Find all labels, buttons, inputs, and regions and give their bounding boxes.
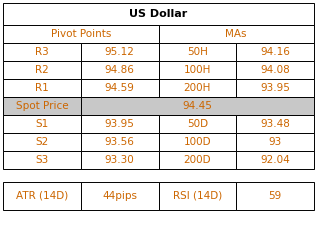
Text: 44pips: 44pips — [102, 191, 137, 201]
Bar — [81, 61, 158, 79]
Bar — [236, 133, 314, 151]
Bar — [81, 97, 314, 115]
Text: 94.08: 94.08 — [260, 65, 290, 75]
Text: 93.95: 93.95 — [105, 119, 134, 129]
Text: 94.45: 94.45 — [183, 101, 212, 111]
Text: 92.04: 92.04 — [260, 155, 290, 165]
Text: 94.16: 94.16 — [260, 47, 290, 57]
Text: 100H: 100H — [184, 65, 211, 75]
Bar — [236, 151, 314, 169]
Bar — [3, 25, 158, 43]
Text: US Dollar: US Dollar — [129, 9, 188, 19]
Bar — [158, 115, 236, 133]
Text: 94.59: 94.59 — [105, 83, 134, 93]
Bar — [158, 25, 314, 43]
Text: 95.12: 95.12 — [105, 47, 134, 57]
Text: 93.95: 93.95 — [260, 83, 290, 93]
Bar — [81, 43, 158, 61]
Text: 50D: 50D — [187, 119, 208, 129]
Text: 93.30: 93.30 — [105, 155, 134, 165]
Text: MAs: MAs — [225, 29, 247, 39]
Text: S2: S2 — [35, 137, 49, 147]
Bar — [158, 182, 236, 210]
Bar — [236, 61, 314, 79]
Text: ATR (14D): ATR (14D) — [16, 191, 68, 201]
Bar — [3, 133, 81, 151]
Bar — [3, 151, 81, 169]
Bar — [236, 79, 314, 97]
Bar — [81, 79, 158, 97]
Bar — [3, 182, 81, 210]
Bar — [236, 182, 314, 210]
Text: 93: 93 — [268, 137, 282, 147]
Text: 50H: 50H — [187, 47, 208, 57]
Text: 93.48: 93.48 — [260, 119, 290, 129]
Bar — [3, 43, 81, 61]
Bar — [236, 115, 314, 133]
Text: Pivot Points: Pivot Points — [51, 29, 111, 39]
Bar — [81, 133, 158, 151]
Bar — [81, 182, 158, 210]
Text: Spot Price: Spot Price — [16, 101, 68, 111]
Bar — [3, 97, 81, 115]
Bar — [236, 43, 314, 61]
Text: R2: R2 — [35, 65, 49, 75]
Text: 200H: 200H — [184, 83, 211, 93]
Text: R3: R3 — [35, 47, 49, 57]
Text: 100D: 100D — [184, 137, 211, 147]
Bar — [158, 133, 236, 151]
Bar — [3, 61, 81, 79]
Bar — [3, 115, 81, 133]
Text: S3: S3 — [35, 155, 49, 165]
Text: 94.86: 94.86 — [105, 65, 134, 75]
Text: 93.56: 93.56 — [105, 137, 134, 147]
Text: R1: R1 — [35, 83, 49, 93]
Text: RSI (14D): RSI (14D) — [173, 191, 222, 201]
Bar — [81, 151, 158, 169]
Text: 200D: 200D — [184, 155, 211, 165]
Bar — [158, 151, 236, 169]
Bar — [158, 43, 236, 61]
Bar — [3, 3, 314, 25]
Text: S1: S1 — [35, 119, 49, 129]
Bar — [3, 79, 81, 97]
Bar — [158, 61, 236, 79]
Text: 59: 59 — [268, 191, 282, 201]
Bar — [81, 115, 158, 133]
Bar — [158, 79, 236, 97]
